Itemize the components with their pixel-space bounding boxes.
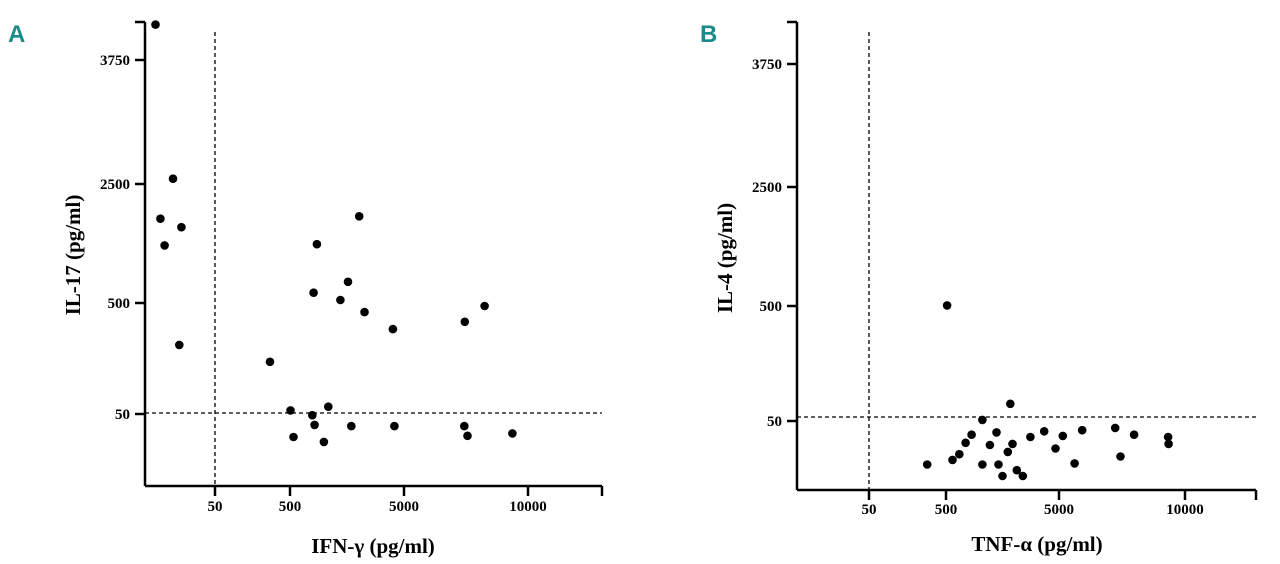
data-point (480, 301, 489, 311)
data-point (1026, 432, 1035, 442)
data-point (390, 421, 399, 431)
panel-b-points (922, 301, 1173, 481)
x-tick-label: 5000 (389, 499, 419, 515)
panel-a-label: A (8, 21, 25, 48)
data-point (265, 357, 275, 367)
x-tick-label: 50 (208, 499, 223, 515)
panel-a-y-ticks: 50 500 2500 3750 (100, 53, 145, 423)
y-tick-label: 2500 (100, 177, 130, 193)
data-point (1008, 439, 1017, 449)
data-point (1012, 465, 1022, 475)
x-tick-label: 500 (935, 502, 958, 518)
data-point (460, 317, 470, 327)
data-point (308, 410, 317, 420)
x-tick-label: 10000 (1166, 502, 1204, 518)
x-tick-label: 5000 (1044, 502, 1074, 518)
data-point (1051, 444, 1060, 453)
data-point (310, 420, 319, 430)
x-tick-label: 500 (279, 499, 302, 515)
y-tick-label: 500 (760, 299, 783, 315)
data-point (175, 340, 184, 350)
data-point (151, 20, 160, 29)
data-point (1116, 452, 1125, 461)
data-point (1039, 427, 1049, 436)
data-point (312, 239, 322, 249)
data-point (343, 277, 353, 287)
panel-a: A 50 500 5000 10000 50 500 2500 3750 IFN-γ (pg… (8, 20, 604, 558)
panel-a-x-ticks: 50 500 5000 10000 (208, 486, 604, 515)
y-tick-label: 500 (108, 296, 131, 312)
data-point (985, 440, 995, 450)
panel-b-y-axis-title: IL-4 (pg/ml) (713, 203, 737, 313)
data-point (354, 212, 364, 221)
data-point (1058, 431, 1068, 441)
panel-b: B 50 500 5000 10000 50 500 2500 3750 TNF-α (pg… (700, 20, 1258, 556)
data-point (1163, 432, 1173, 442)
panel-b-x-axis-title: TNF-α (pg/ml) (971, 532, 1102, 556)
panel-a-y-axis-title: IL-17 (pg/ml) (61, 195, 85, 316)
panel-b-y-ticks: 50 500 2500 3750 (752, 57, 797, 430)
data-point (360, 307, 369, 317)
data-point (978, 460, 987, 469)
panel-a-points (151, 20, 517, 447)
data-point (177, 222, 186, 232)
data-point (1164, 439, 1173, 449)
data-point (1070, 459, 1079, 468)
panel-b-x-ticks: 50 500 5000 10000 (862, 490, 1258, 518)
data-point (309, 288, 318, 298)
y-tick-label: 50 (115, 407, 130, 423)
data-point (994, 460, 1003, 469)
data-point (336, 295, 345, 305)
data-point (978, 415, 987, 425)
data-point (347, 421, 356, 431)
data-point (967, 430, 976, 440)
y-tick-label: 2500 (752, 180, 782, 196)
data-point (324, 402, 333, 412)
y-tick-label: 3750 (100, 53, 130, 69)
data-point (156, 214, 165, 223)
data-point (1110, 423, 1120, 433)
y-tick-label: 3750 (752, 57, 782, 73)
data-point (460, 421, 469, 431)
data-point (1018, 471, 1028, 481)
data-point (948, 455, 957, 465)
data-point (998, 471, 1007, 481)
data-point (1077, 425, 1087, 435)
data-point (388, 324, 398, 334)
data-point (955, 449, 964, 459)
data-point (992, 428, 1001, 437)
data-point (319, 437, 329, 447)
data-point (942, 301, 952, 310)
data-point (1006, 399, 1015, 409)
data-point (922, 460, 932, 469)
data-point (463, 431, 472, 441)
data-point (289, 432, 298, 442)
y-tick-label: 50 (767, 414, 782, 430)
data-point (168, 174, 178, 183)
data-point (160, 241, 169, 250)
panel-a-x-axis-title: IFN-γ (pg/ml) (311, 534, 435, 558)
x-tick-label: 50 (862, 502, 877, 518)
data-point (961, 438, 970, 448)
data-point (1003, 447, 1013, 457)
panel-b-label: B (700, 21, 717, 48)
x-tick-label: 10000 (509, 499, 547, 515)
data-point (1129, 430, 1139, 440)
data-point (508, 429, 517, 438)
